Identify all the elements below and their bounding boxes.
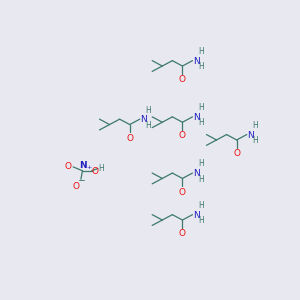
Text: N: N bbox=[80, 161, 87, 170]
Text: O: O bbox=[179, 75, 186, 84]
Text: N: N bbox=[248, 131, 254, 140]
Text: O: O bbox=[179, 229, 186, 238]
Text: N: N bbox=[193, 57, 200, 66]
Text: O: O bbox=[64, 162, 72, 171]
Text: O: O bbox=[92, 167, 99, 176]
Text: N: N bbox=[141, 116, 147, 124]
Text: O: O bbox=[126, 134, 133, 143]
Text: N: N bbox=[193, 211, 200, 220]
Text: H: H bbox=[198, 62, 204, 71]
Text: H: H bbox=[198, 175, 204, 184]
Text: H: H bbox=[198, 159, 204, 168]
Text: H: H bbox=[198, 201, 204, 210]
Text: O: O bbox=[179, 131, 186, 140]
Text: H: H bbox=[198, 216, 204, 225]
Text: H: H bbox=[145, 121, 151, 130]
Text: H: H bbox=[198, 103, 204, 112]
Text: H: H bbox=[198, 118, 204, 127]
Text: N: N bbox=[193, 113, 200, 122]
Text: H: H bbox=[99, 164, 104, 173]
Text: O: O bbox=[233, 149, 240, 158]
Text: O: O bbox=[72, 182, 79, 190]
Text: H: H bbox=[252, 121, 258, 130]
Text: +: + bbox=[86, 165, 92, 170]
Text: O: O bbox=[179, 188, 186, 197]
Text: N: N bbox=[193, 169, 200, 178]
Text: H: H bbox=[145, 106, 151, 115]
Text: H: H bbox=[198, 47, 204, 56]
Text: H: H bbox=[252, 136, 258, 145]
